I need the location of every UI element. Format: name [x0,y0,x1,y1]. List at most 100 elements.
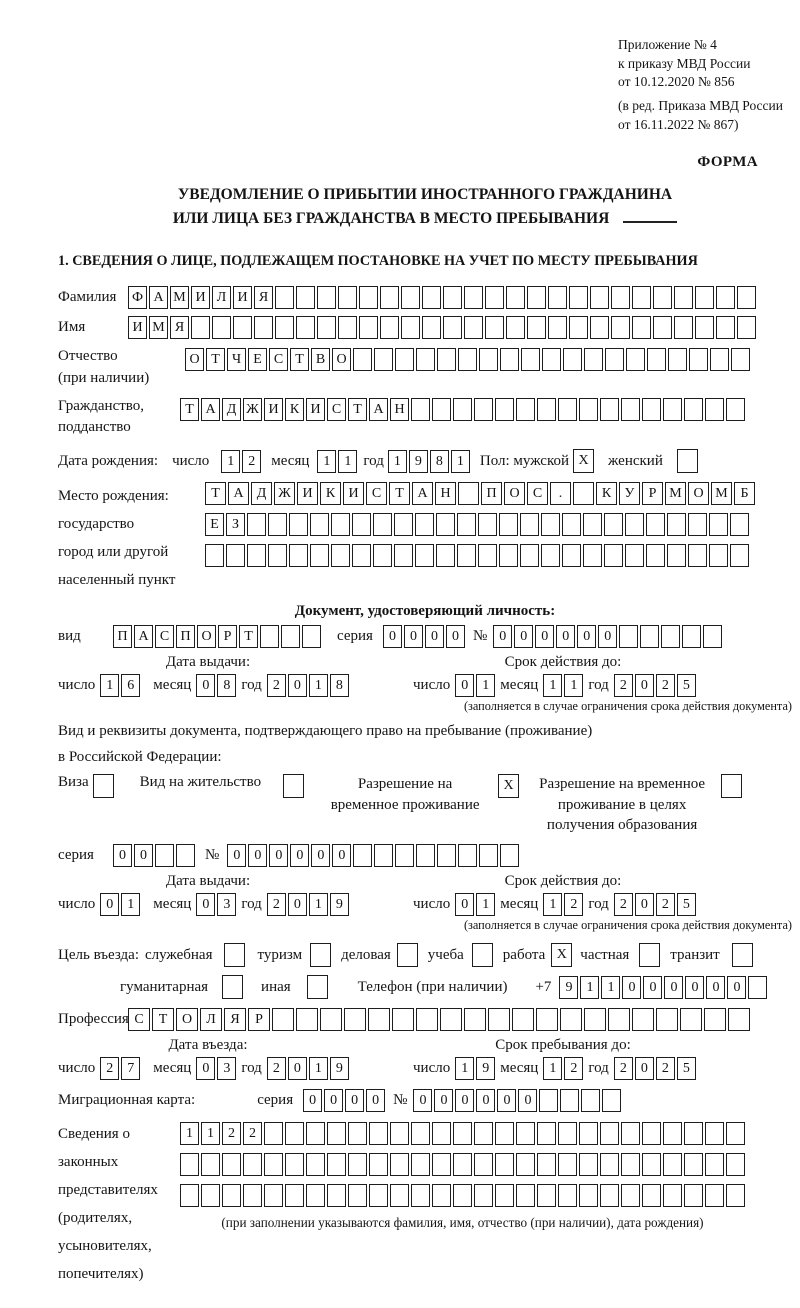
char-cell[interactable] [621,1122,640,1146]
char-cell[interactable]: Я [224,1008,246,1032]
char-cell[interactable] [317,286,336,310]
char-cell[interactable] [474,397,493,421]
char-cell[interactable] [537,1122,556,1146]
char-cell[interactable] [541,544,560,568]
char-cell[interactable] [226,544,245,568]
char-cell[interactable] [201,1184,220,1208]
char-cell[interactable]: 0 [434,1089,454,1113]
char-cell[interactable]: 0 [455,893,475,917]
char-cell[interactable]: Ф [128,286,147,310]
title-blank-line[interactable] [623,208,678,224]
char-cell[interactable] [619,625,639,649]
char-cell[interactable]: 1 [601,975,621,999]
char-cell[interactable]: Т [152,1008,174,1032]
char-cell[interactable] [674,286,693,310]
char-cell[interactable]: 1 [564,674,584,698]
char-cell[interactable] [359,316,378,340]
char-cell[interactable] [247,544,266,568]
char-cell[interactable]: 3 [217,1057,237,1081]
char-cell[interactable] [608,1008,630,1032]
char-cell[interactable]: 0 [248,844,268,868]
char-cell[interactable] [327,1184,346,1208]
char-cell[interactable] [191,316,210,340]
char-cell[interactable] [541,513,560,537]
char-cell[interactable] [600,1184,619,1208]
char-cell[interactable]: 1 [338,449,358,473]
char-cell[interactable]: 2 [564,893,584,917]
char-cell[interactable] [611,286,630,310]
char-cell[interactable] [285,1122,304,1146]
char-cell[interactable]: К [596,482,617,506]
char-cell[interactable]: 9 [476,1057,496,1081]
char-cell[interactable] [212,316,231,340]
char-cell[interactable] [663,1153,682,1177]
char-cell[interactable] [521,348,540,372]
char-cell[interactable]: А [412,482,433,506]
char-cell[interactable] [272,1008,294,1032]
char-cell[interactable]: 2 [655,1057,675,1081]
char-cell[interactable]: Б [734,482,755,506]
char-cell[interactable]: 0 [643,975,663,999]
char-cell[interactable]: 0 [196,893,216,917]
char-cell[interactable] [737,286,756,310]
char-cell[interactable]: 1 [476,674,496,698]
char-cell[interactable]: 1 [580,975,600,999]
char-cell[interactable] [584,348,603,372]
char-cell[interactable]: 0 [497,1089,517,1113]
char-cell[interactable]: 8 [217,674,237,698]
char-cell[interactable] [443,316,462,340]
char-cell[interactable] [579,1122,598,1146]
char-cell[interactable]: Н [435,482,456,506]
char-cell[interactable] [390,1122,409,1146]
char-cell[interactable] [432,397,451,421]
char-cell[interactable] [600,397,619,421]
char-cell[interactable] [656,1008,678,1032]
char-cell[interactable]: 0 [445,625,465,649]
char-cell[interactable] [506,316,525,340]
char-cell[interactable]: 0 [290,844,310,868]
char-cell[interactable] [422,286,441,310]
char-cell[interactable] [642,1153,661,1177]
char-cell[interactable] [310,544,329,568]
char-cell[interactable]: 0 [424,625,444,649]
char-cell[interactable] [569,316,588,340]
char-cell[interactable] [537,397,556,421]
char-cell[interactable] [703,625,723,649]
char-cell[interactable]: И [343,482,364,506]
char-cell[interactable]: 0 [113,844,132,868]
char-cell[interactable]: Р [248,1008,270,1032]
char-cell[interactable] [411,1184,430,1208]
char-cell[interactable] [243,1153,262,1177]
char-cell[interactable]: А [228,482,249,506]
char-cell[interactable] [306,1153,325,1177]
char-cell[interactable]: Р [642,482,663,506]
char-cell[interactable]: 0 [413,1089,433,1113]
char-cell[interactable]: 0 [493,625,513,649]
char-cell[interactable]: С [366,482,387,506]
char-cell[interactable]: 2 [100,1057,120,1081]
char-cell[interactable] [682,625,702,649]
char-cell[interactable]: Ж [274,482,295,506]
char-cell[interactable] [520,513,539,537]
char-cell[interactable] [621,1153,640,1177]
char-cell[interactable] [604,544,623,568]
char-cell[interactable] [327,1122,346,1146]
char-cell[interactable] [369,1184,388,1208]
char-cell[interactable]: 0 [332,844,352,868]
char-cell[interactable]: 1 [100,674,120,698]
purpose-ucheba-checkbox[interactable] [471,943,493,968]
char-cell[interactable]: М [170,286,189,310]
char-cell[interactable]: О [197,625,216,649]
char-cell[interactable] [458,482,479,506]
char-cell[interactable] [373,513,392,537]
char-cell[interactable]: 0 [727,975,747,999]
purpose-turizm-checkbox[interactable] [310,943,332,968]
char-cell[interactable] [499,544,518,568]
char-cell[interactable]: М [665,482,686,506]
char-cell[interactable] [600,1153,619,1177]
char-cell[interactable]: И [297,482,318,506]
char-cell[interactable]: И [233,286,252,310]
char-cell[interactable]: Р [218,625,237,649]
char-cell[interactable] [453,1184,472,1208]
char-cell[interactable]: 2 [222,1122,241,1146]
